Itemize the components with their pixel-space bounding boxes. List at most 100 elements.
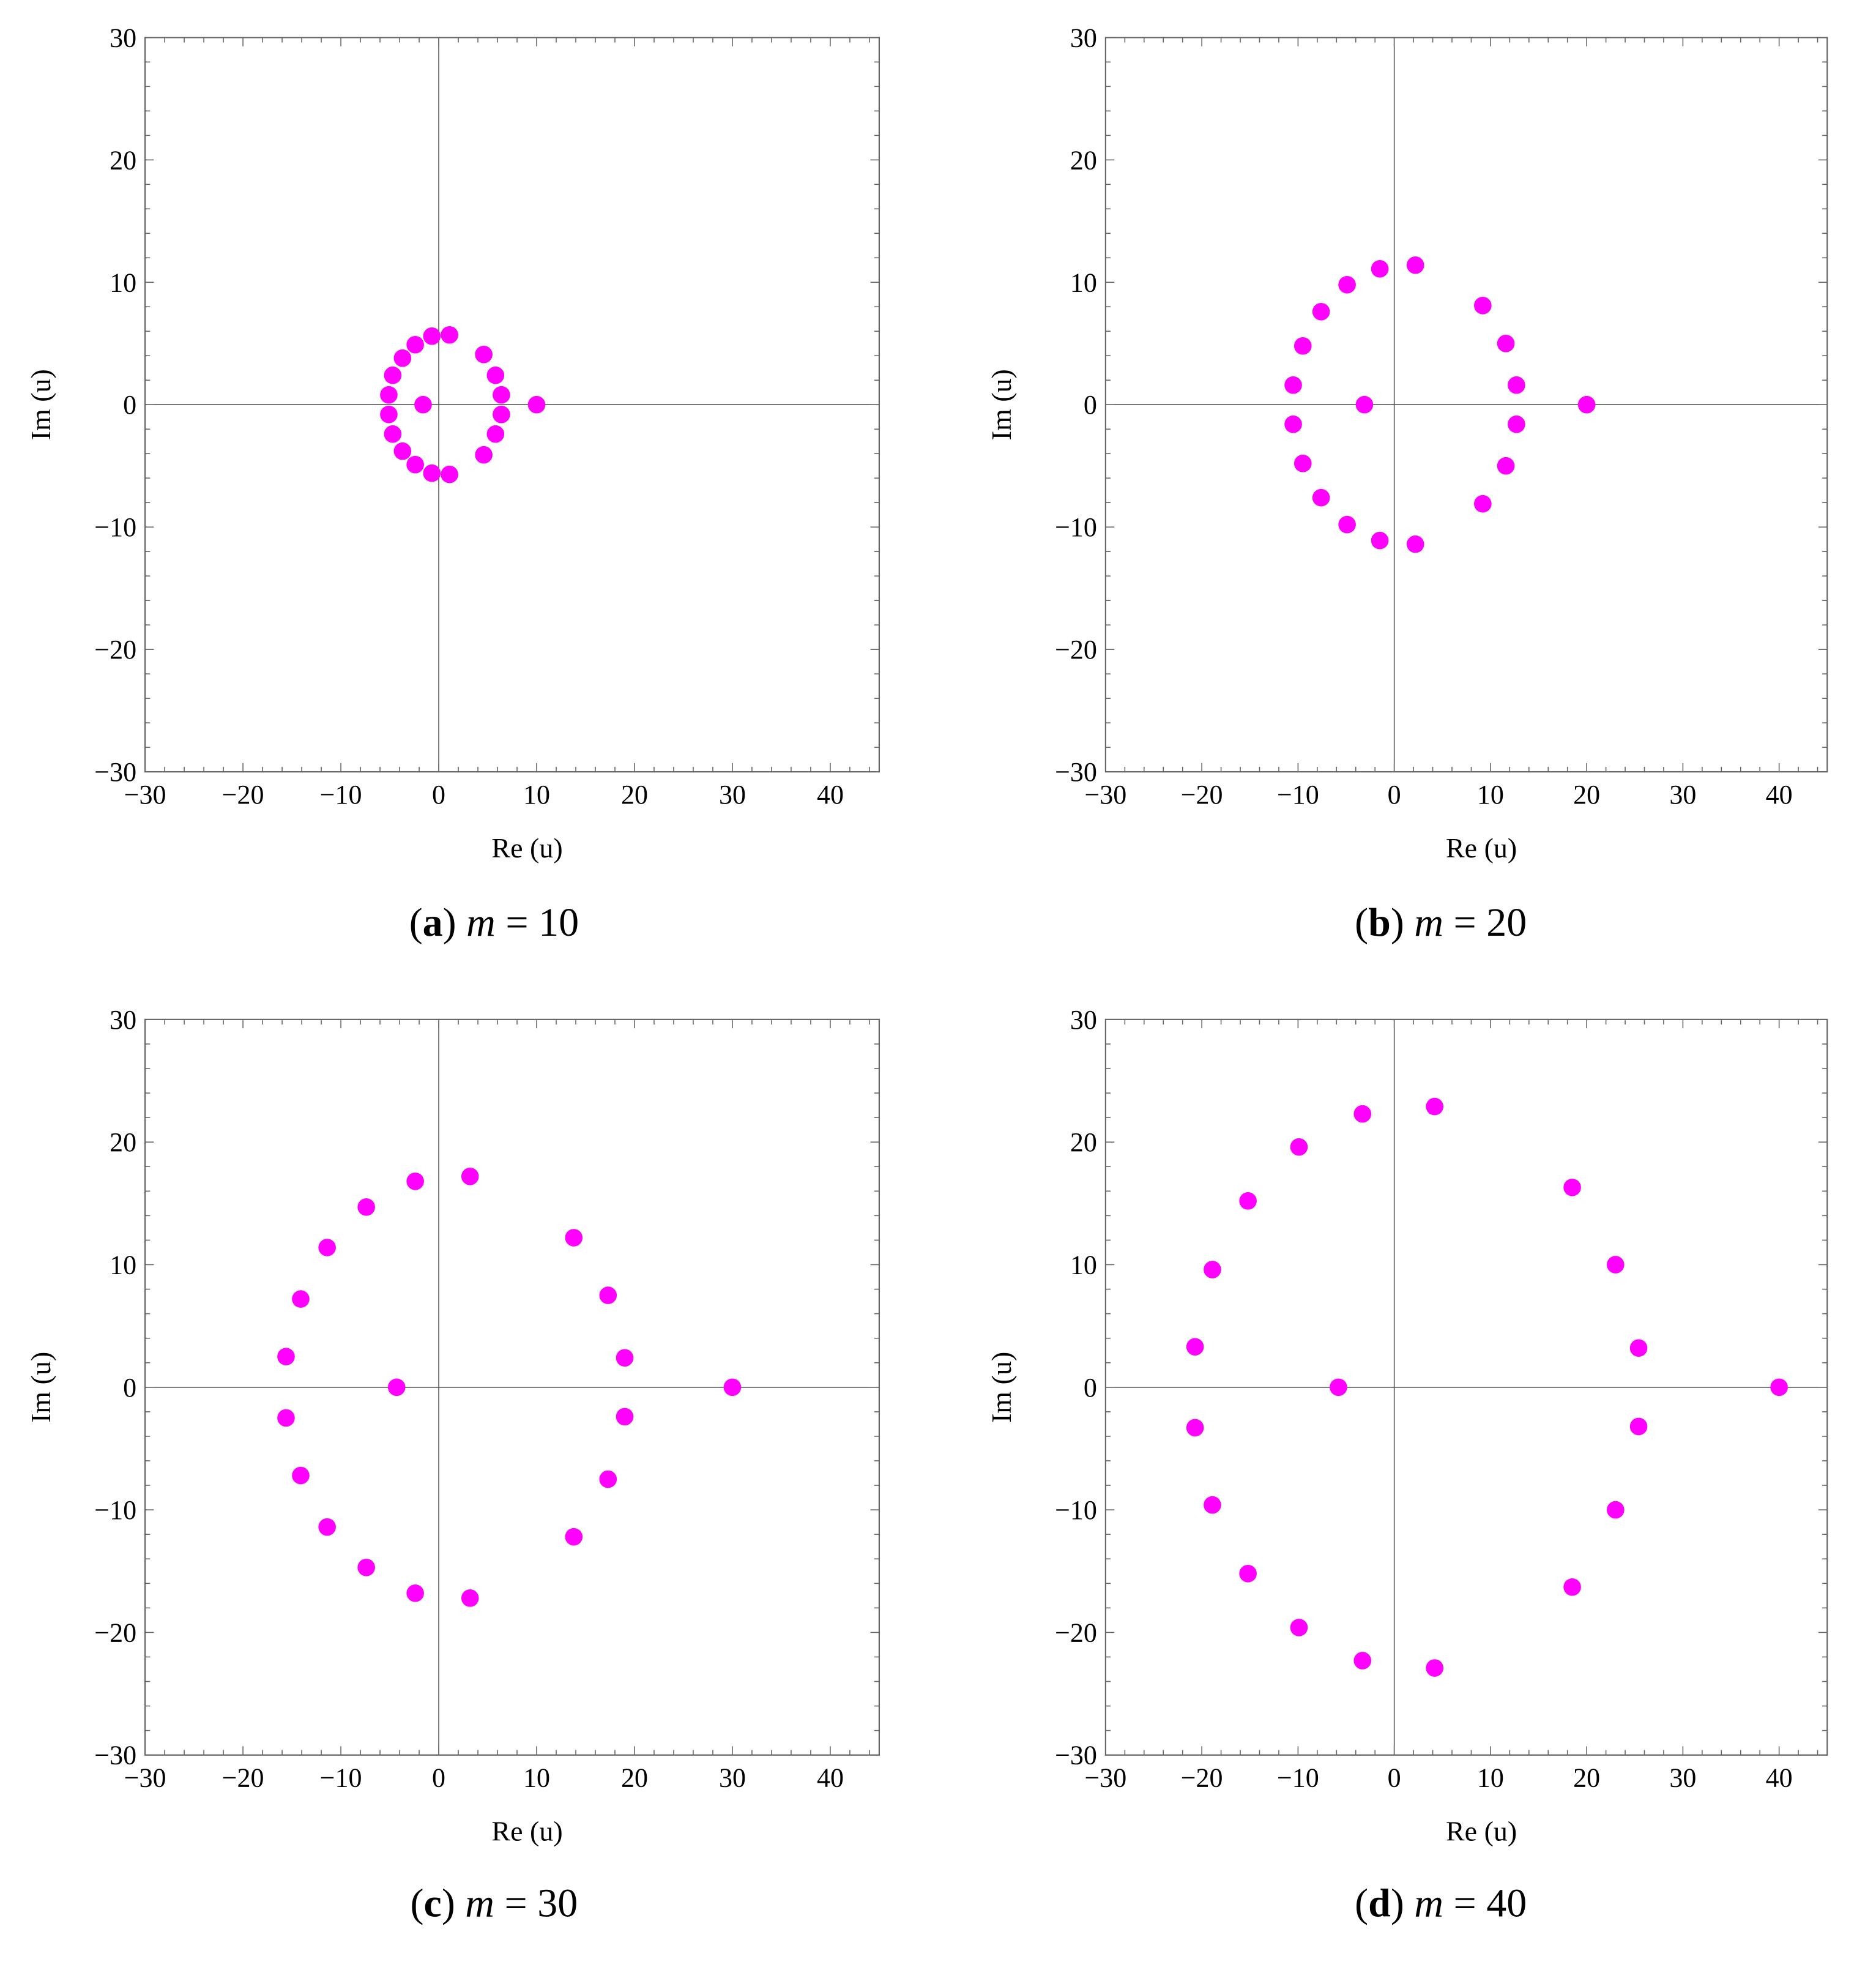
data-point [1355, 395, 1374, 414]
caption-value: 10 [538, 900, 579, 945]
y-tick-label: −20 [94, 1617, 136, 1647]
panel-d: −30 −20 −10 0 10 20 30 40 −30 −20 −10 0 10 20 30 Re (u)… [986, 1005, 1828, 1925]
data-point [1563, 1178, 1581, 1196]
x-tick-label: 40 [1766, 780, 1793, 810]
data-point [1284, 415, 1302, 433]
x-tick-label: −20 [1181, 1763, 1223, 1793]
x-tick-label: 30 [1669, 1763, 1696, 1793]
data-point [1293, 337, 1312, 355]
data-point [357, 1198, 375, 1216]
data-point [441, 326, 458, 344]
data-point [616, 1408, 634, 1426]
panel-a: −30 −20 −10 0 10 20 30 40 −30 −20 −10 0 10 20 30 Re (u)… [25, 23, 880, 945]
data-point [393, 442, 412, 460]
x-tick-label: −30 [1084, 780, 1126, 810]
data-point [357, 1558, 375, 1576]
caption-value: 30 [537, 1881, 578, 1925]
data-point [1186, 1419, 1204, 1437]
data-point [406, 1584, 424, 1602]
y-axis-title: Im (u) [25, 1352, 56, 1423]
caption-variable: m [1414, 1881, 1443, 1925]
data-point [292, 1466, 310, 1485]
y-tick-label: −20 [1055, 635, 1097, 665]
panel-caption: (a) m = 10 [409, 900, 579, 945]
data-point [461, 1589, 479, 1607]
y-tick-label: −10 [94, 1495, 136, 1525]
data-point [1338, 275, 1356, 294]
x-tick-label: 40 [1766, 1763, 1793, 1793]
caption-letter: a [423, 900, 443, 945]
data-point [1577, 395, 1596, 414]
x-tick-label: 30 [719, 780, 746, 810]
data-point [1629, 1339, 1648, 1357]
data-point [1290, 1619, 1308, 1636]
x-tick-label: 30 [719, 1763, 746, 1793]
x-tick-label: −10 [1277, 1763, 1319, 1793]
data-point [1284, 376, 1302, 394]
data-point [1508, 376, 1525, 394]
data-point [486, 425, 505, 443]
data-point [1474, 296, 1492, 315]
panel-caption: (c) m = 30 [411, 1881, 578, 1925]
caption-letter: d [1368, 1881, 1391, 1925]
y-tick-label: −10 [1055, 512, 1097, 542]
y-tick-label: −30 [94, 1741, 136, 1770]
y-tick-label: 0 [1084, 1373, 1097, 1403]
x-axis-title: Re (u) [1446, 832, 1517, 864]
data-point [616, 1349, 634, 1367]
y-tick-label: 0 [123, 390, 136, 420]
data-point [393, 349, 412, 367]
panel-b: −30 −20 −10 0 10 20 30 40 −30 −20 −10 0 10 20 30 Re (u)… [986, 23, 1828, 945]
x-tick-label: −10 [320, 1763, 362, 1793]
x-tick-label: 40 [817, 780, 844, 810]
data-point [486, 366, 505, 384]
y-tick-label: 30 [1070, 23, 1097, 53]
caption-value: 40 [1486, 1881, 1527, 1925]
caption-variable: m [466, 900, 496, 945]
data-point [599, 1286, 617, 1304]
data-point [441, 465, 458, 483]
x-tick-label: −20 [1181, 780, 1223, 810]
y-tick-label: 10 [1070, 1250, 1097, 1280]
caption-variable: m [465, 1881, 494, 1925]
data-point [318, 1239, 336, 1256]
y-tick-label: 30 [110, 1005, 136, 1035]
caption-variable: m [1414, 900, 1443, 945]
data-point [1371, 531, 1389, 550]
data-point [1426, 1659, 1444, 1677]
data-point [1330, 1378, 1347, 1397]
data-point [423, 327, 441, 345]
data-point [387, 1378, 406, 1397]
x-tick-label: 40 [817, 1763, 844, 1793]
data-point [1508, 415, 1525, 433]
y-axis-title: Im (u) [986, 1352, 1017, 1423]
y-tick-label: 10 [110, 1250, 136, 1280]
data-point [1353, 1652, 1372, 1670]
x-tick-label: 20 [621, 780, 648, 810]
y-axis-title: Im (u) [25, 369, 56, 440]
x-tick-label: 0 [432, 780, 445, 810]
data-point [1770, 1378, 1788, 1397]
y-axis-title: Im (u) [986, 369, 1017, 440]
x-tick-label: −20 [222, 780, 264, 810]
data-point [565, 1229, 583, 1247]
x-tick-label: −30 [124, 780, 166, 810]
data-point [1497, 457, 1515, 475]
y-tick-label: 20 [1070, 1127, 1097, 1157]
data-point [1338, 515, 1356, 534]
x-axis-title: Re (u) [1446, 1816, 1517, 1847]
data-point [599, 1470, 617, 1488]
y-tick-label: −30 [1055, 757, 1097, 787]
x-tick-label: 10 [1477, 780, 1504, 810]
data-point [1293, 454, 1312, 472]
data-point [380, 386, 398, 404]
data-point [406, 455, 424, 474]
data-point [414, 395, 432, 414]
x-tick-label: 10 [1477, 1763, 1504, 1793]
caption-letter: c [424, 1881, 442, 1925]
data-point [1204, 1496, 1221, 1514]
y-tick-label: 30 [1070, 1005, 1097, 1035]
data-point [723, 1378, 742, 1397]
y-tick-label: −30 [1055, 1741, 1097, 1770]
y-tick-label: 10 [110, 267, 136, 297]
